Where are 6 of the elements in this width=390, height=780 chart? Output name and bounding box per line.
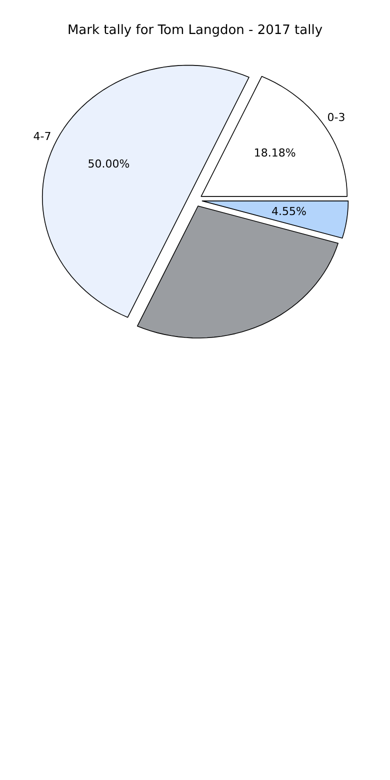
data-label: 18.18% xyxy=(254,146,296,160)
slice-label: 0-3 xyxy=(327,110,346,124)
data-label: 50.00% xyxy=(88,157,130,170)
chart-title: Mark tally for Tom Langdon - 2017 tally xyxy=(67,23,323,38)
data-label: 4.55% xyxy=(271,205,306,218)
slice-label: 4-7 xyxy=(33,130,52,143)
